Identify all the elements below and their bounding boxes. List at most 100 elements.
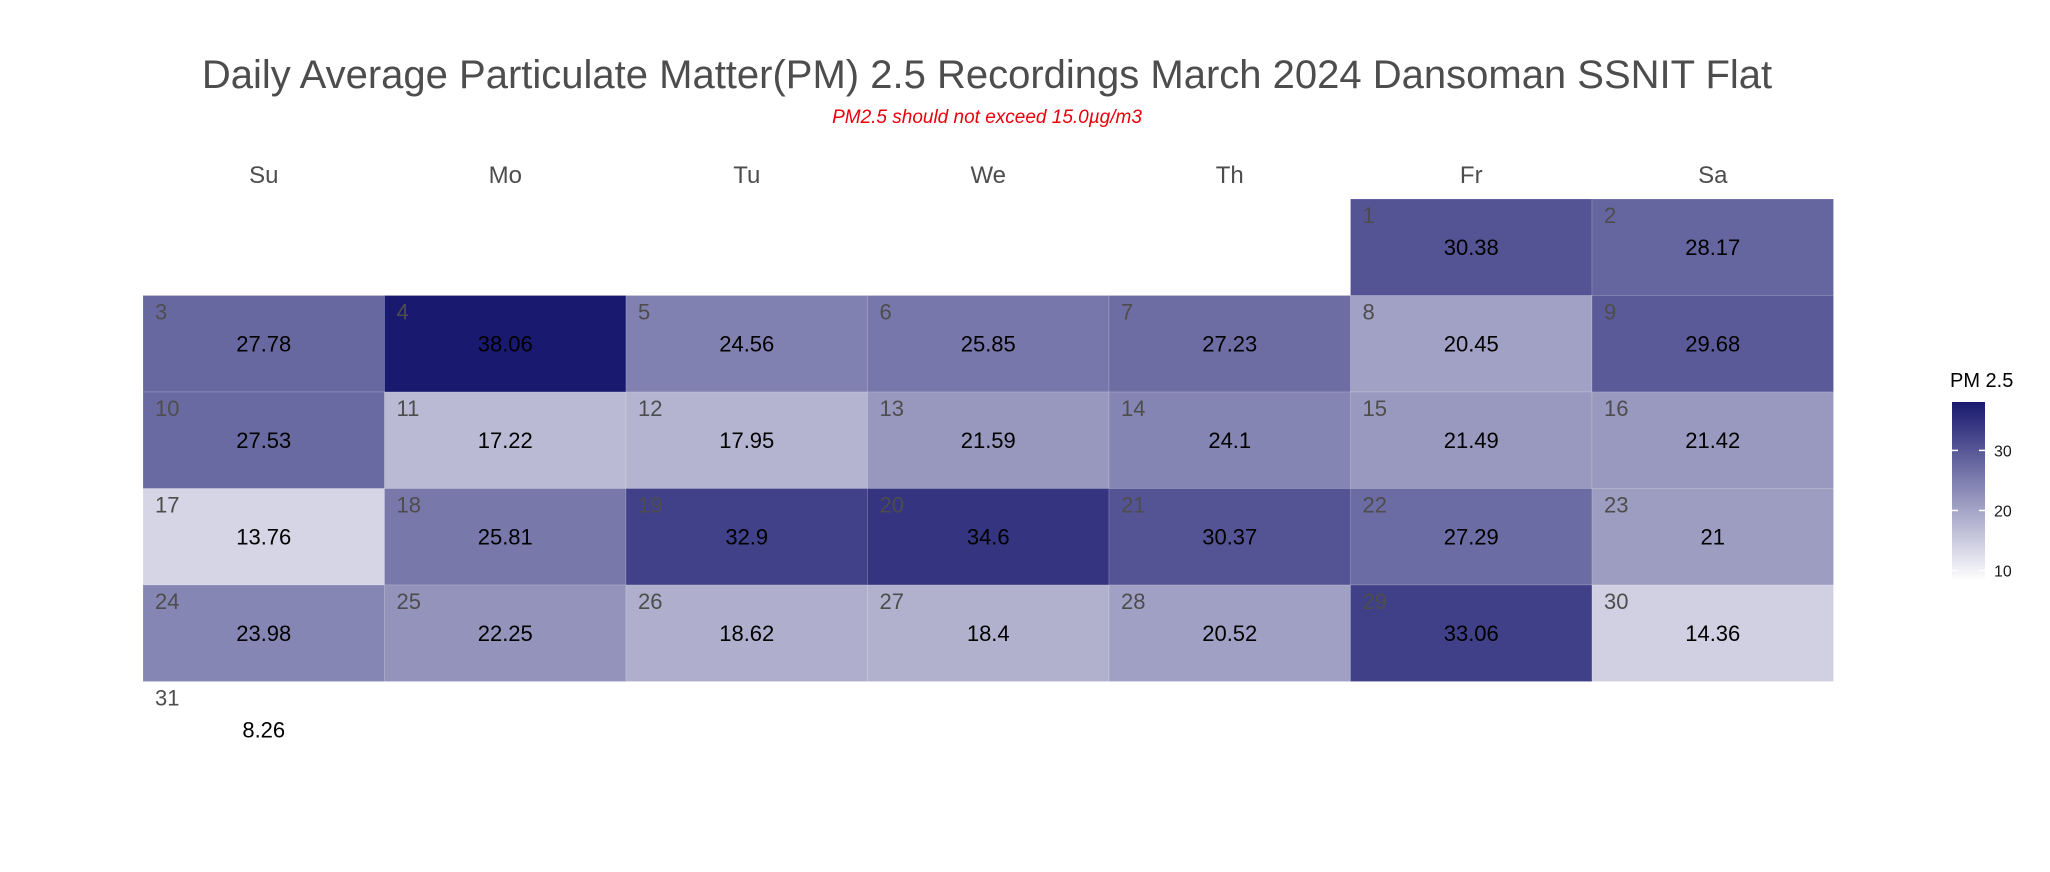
day-number-27: 27 [880, 589, 904, 614]
day-tile-23 [1591, 488, 1834, 586]
day-tile-14 [1108, 391, 1351, 489]
day-number-2: 2 [1604, 203, 1616, 228]
day-value-5: 24.56 [719, 332, 774, 357]
day-number-9: 9 [1604, 300, 1616, 325]
day-number-30: 30 [1604, 589, 1628, 614]
day-number-10: 10 [155, 396, 179, 421]
day-value-30: 14.36 [1685, 621, 1740, 646]
day-number-7: 7 [1121, 300, 1133, 325]
calendar-cells: 130.38228.17327.78438.06524.56625.85727.… [142, 198, 1834, 743]
day-cell-19: 19 32.9 [625, 488, 868, 586]
day-tile-12 [625, 391, 868, 489]
day-tile-28 [1108, 584, 1351, 682]
day-cell-8: 820.45 [1350, 295, 1593, 393]
legend-tick-label-30: 30 [1994, 443, 2012, 460]
day-value-3: 27.78 [236, 332, 291, 357]
day-number-23: 23 [1604, 493, 1628, 518]
day-cell-12: 12 17.95 [625, 391, 868, 489]
day-cell-13: 13 21.59 [867, 391, 1110, 489]
weekday-label-tu: Tu [733, 162, 760, 189]
day-value-11: 17.22 [478, 428, 533, 453]
day-number-11: 11 [397, 396, 420, 421]
legend-ticks: 10 20 30 [1952, 443, 2012, 581]
day-value-2: 28.17 [1685, 235, 1740, 260]
legend-tick-label-10: 10 [1994, 564, 2012, 581]
day-tile-13 [867, 391, 1110, 489]
day-cell-2: 228.17 [1591, 198, 1834, 296]
day-value-29: 33.06 [1444, 621, 1499, 646]
weekday-label-we: We [970, 162, 1006, 189]
day-number-20: 20 [880, 493, 904, 518]
day-tile-15 [1350, 391, 1593, 489]
day-number-17: 17 [155, 493, 179, 518]
day-value-22: 27.29 [1444, 525, 1499, 550]
day-cell-16: 16 21.42 [1591, 391, 1834, 489]
legend: PM 2.5 10 20 30 [1950, 370, 2013, 581]
day-number-15: 15 [1363, 396, 1387, 421]
day-value-7: 27.23 [1202, 332, 1257, 357]
day-number-19: 19 [638, 493, 662, 518]
day-value-18: 25.81 [478, 525, 533, 550]
day-cell-26: 26 18.62 [625, 584, 868, 682]
day-tile-29 [1350, 584, 1593, 682]
day-cell-24: 24 23.98 [142, 584, 385, 682]
legend-title: PM 2.5 [1950, 370, 2013, 392]
day-value-15: 21.49 [1444, 428, 1499, 453]
day-number-6: 6 [880, 300, 892, 325]
day-value-31: 8.26 [242, 718, 285, 743]
day-cell-31: 318.26 [155, 686, 285, 743]
day-tile-17 [142, 488, 385, 586]
day-value-17: 13.76 [236, 525, 291, 550]
day-tile-2 [1591, 198, 1834, 296]
day-number-12: 12 [638, 396, 662, 421]
day-cell-23: 23 21 [1591, 488, 1834, 586]
day-value-19: 32.9 [725, 525, 768, 550]
day-cell-25: 25 22.25 [384, 584, 627, 682]
day-value-12: 17.95 [719, 428, 774, 453]
day-cell-9: 929.68 [1591, 295, 1834, 393]
chart-title: Daily Average Particulate Matter(PM) 2.5… [202, 53, 1772, 97]
weekday-label-th: Th [1216, 162, 1244, 189]
day-number-26: 26 [638, 589, 662, 614]
legend-tick-label-20: 20 [1994, 503, 2012, 520]
day-tile-25 [384, 584, 627, 682]
weekday-headers: Su Mo Tu We Th Fr Sa [249, 162, 1728, 189]
day-tile-27 [867, 584, 1110, 682]
weekday-label-sa: Sa [1698, 162, 1728, 189]
day-number-29: 29 [1363, 589, 1387, 614]
day-number-8: 8 [1363, 300, 1375, 325]
day-cell-21: 21 30.37 [1108, 488, 1351, 586]
day-cell-6: 625.85 [867, 295, 1110, 393]
day-tile-16 [1591, 391, 1834, 489]
day-value-1: 30.38 [1444, 235, 1499, 260]
day-number-24: 24 [155, 589, 179, 614]
day-cell-18: 18 25.81 [384, 488, 627, 586]
day-value-23: 21 [1701, 525, 1725, 550]
day-cell-1: 130.38 [1350, 198, 1593, 296]
day-number-5: 5 [638, 300, 650, 325]
day-number-31: 31 [155, 686, 179, 711]
day-tile-6 [867, 295, 1110, 393]
day-value-6: 25.85 [961, 332, 1016, 357]
legend-colorbar [1952, 402, 1985, 581]
day-tile-10 [142, 391, 385, 489]
day-value-8: 20.45 [1444, 332, 1499, 357]
day-cell-3: 327.78 [142, 295, 385, 393]
day-tile-19 [625, 488, 868, 586]
day-number-18: 18 [397, 493, 421, 518]
day-number-14: 14 [1121, 396, 1145, 421]
day-value-27: 18.4 [967, 621, 1010, 646]
day-tile-1 [1350, 198, 1593, 296]
day-tile-22 [1350, 488, 1593, 586]
day-value-21: 30.37 [1202, 525, 1257, 550]
day-tile-3 [142, 295, 385, 393]
day-cell-15: 15 21.49 [1350, 391, 1593, 489]
day-number-16: 16 [1604, 396, 1628, 421]
day-cell-29: 29 33.06 [1350, 584, 1593, 682]
day-value-10: 27.53 [236, 428, 291, 453]
day-cell-4: 438.06 [384, 295, 627, 393]
day-tile-8 [1350, 295, 1593, 393]
day-value-28: 20.52 [1202, 621, 1257, 646]
day-cell-30: 30 14.36 [1591, 584, 1834, 682]
